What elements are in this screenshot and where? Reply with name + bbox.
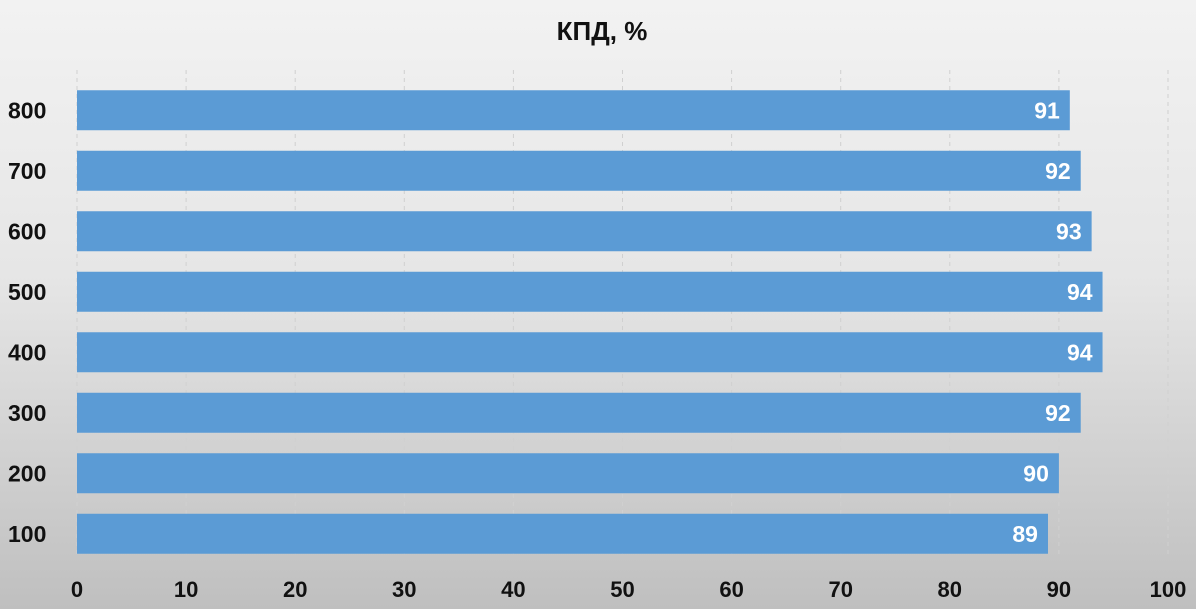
category-label: 200	[8, 460, 46, 486]
data-label: 92	[1045, 158, 1071, 184]
bar	[77, 150, 1081, 191]
x-axis-ticks: 0 10 20 30 40 50 60 70 80 90 100	[71, 577, 1186, 602]
bar	[77, 271, 1103, 312]
x-tick-label: 20	[283, 577, 307, 602]
data-label: 90	[1023, 460, 1049, 486]
category-label: 300	[8, 400, 46, 426]
bar	[77, 90, 1070, 131]
category-label: 500	[8, 279, 46, 305]
data-label: 93	[1056, 218, 1082, 244]
chart-title: КПД, %	[557, 16, 648, 46]
bars: 91 92 93 94 94 92 90 89	[77, 90, 1103, 554]
x-tick-label: 30	[392, 577, 416, 602]
bar	[77, 211, 1092, 252]
x-tick-label: 0	[71, 577, 83, 602]
category-label: 600	[8, 218, 46, 244]
data-label: 94	[1067, 339, 1093, 365]
category-labels: 800 700 600 500 400 300 200 100	[8, 97, 46, 547]
category-label: 400	[8, 339, 46, 365]
x-tick-label: 90	[1047, 577, 1071, 602]
bar	[77, 332, 1103, 373]
data-label: 89	[1012, 521, 1038, 547]
category-label: 700	[8, 158, 46, 184]
x-tick-label: 80	[938, 577, 962, 602]
x-tick-label: 70	[828, 577, 852, 602]
x-tick-label: 60	[719, 577, 743, 602]
data-label: 92	[1045, 400, 1071, 426]
x-tick-label: 50	[610, 577, 634, 602]
bar	[77, 513, 1048, 554]
data-label: 91	[1034, 97, 1060, 123]
x-tick-label: 100	[1150, 577, 1187, 602]
x-tick-label: 10	[174, 577, 198, 602]
category-label: 100	[8, 521, 46, 547]
x-tick-label: 40	[501, 577, 525, 602]
category-label: 800	[8, 97, 46, 123]
bar	[77, 453, 1059, 494]
bar	[77, 392, 1081, 433]
data-label: 94	[1067, 279, 1093, 305]
